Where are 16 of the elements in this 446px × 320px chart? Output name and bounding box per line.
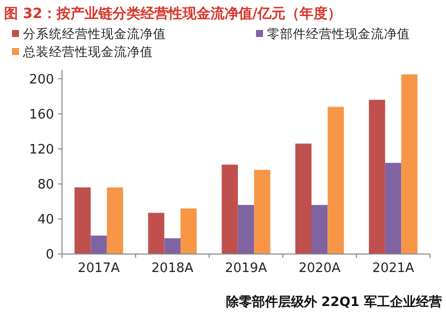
x-tick-label: 2018A (151, 261, 194, 276)
title: 图 32：按产业链分类经营性现金流净值/亿元（年度） (4, 6, 342, 22)
x-tick-label: 2019A (225, 261, 268, 276)
x-tick-label: 2017A (78, 261, 120, 276)
y-tick-label: 0 (46, 248, 54, 262)
y-tick-label: 40 (37, 212, 54, 228)
y-tick-label: 80 (37, 177, 54, 192)
y-tick-label: 160 (29, 107, 54, 122)
annotation: 除零部件层级外 22Q1 军工企业经营 (226, 295, 442, 310)
y-tick-label: 120 (29, 142, 54, 158)
x-tick-label: 2021A (372, 261, 414, 276)
y-tick-label: 200 (29, 72, 54, 88)
legend-item: 零部件经营性现金流净值 (256, 26, 410, 41)
legend-item: 分系统经营性现金流净值 (12, 26, 166, 41)
x-tick-label: 2020A (298, 261, 341, 276)
legend-item: 总装经营性现金流净值 (12, 44, 153, 59)
